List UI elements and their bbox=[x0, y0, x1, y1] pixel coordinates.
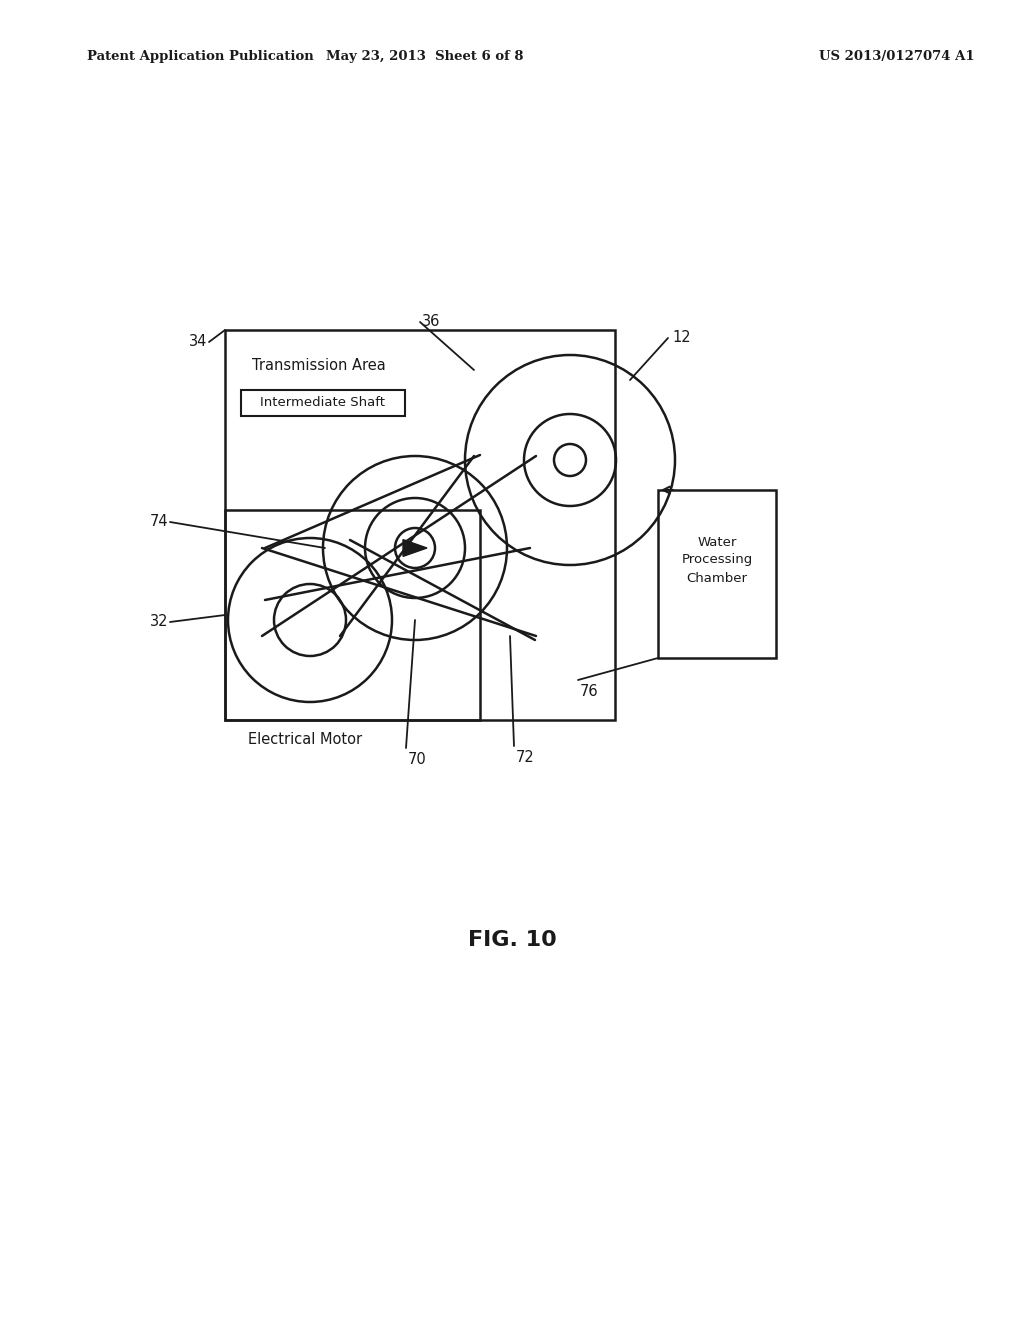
Bar bbox=[225, 330, 615, 719]
Text: 34: 34 bbox=[188, 334, 207, 350]
Text: 72: 72 bbox=[516, 750, 535, 766]
Text: US 2013/0127074 A1: US 2013/0127074 A1 bbox=[819, 50, 975, 63]
Text: Patent Application Publication: Patent Application Publication bbox=[87, 50, 313, 63]
Bar bbox=[241, 389, 406, 416]
Text: Electrical Motor: Electrical Motor bbox=[248, 733, 362, 747]
Text: 12: 12 bbox=[672, 330, 690, 346]
Bar bbox=[658, 490, 776, 657]
Bar bbox=[225, 510, 480, 719]
Text: 74: 74 bbox=[150, 515, 168, 529]
Text: Water
Processing
Chamber: Water Processing Chamber bbox=[681, 536, 753, 585]
Text: Intermediate Shaft: Intermediate Shaft bbox=[260, 396, 385, 409]
Text: FIG. 10: FIG. 10 bbox=[468, 931, 556, 950]
Text: 70: 70 bbox=[408, 752, 427, 767]
Text: 36: 36 bbox=[422, 314, 440, 330]
Text: Transmission Area: Transmission Area bbox=[252, 358, 386, 374]
Text: 76: 76 bbox=[580, 684, 599, 700]
Text: May 23, 2013  Sheet 6 of 8: May 23, 2013 Sheet 6 of 8 bbox=[327, 50, 523, 63]
Text: 32: 32 bbox=[150, 615, 168, 630]
Polygon shape bbox=[403, 540, 427, 557]
